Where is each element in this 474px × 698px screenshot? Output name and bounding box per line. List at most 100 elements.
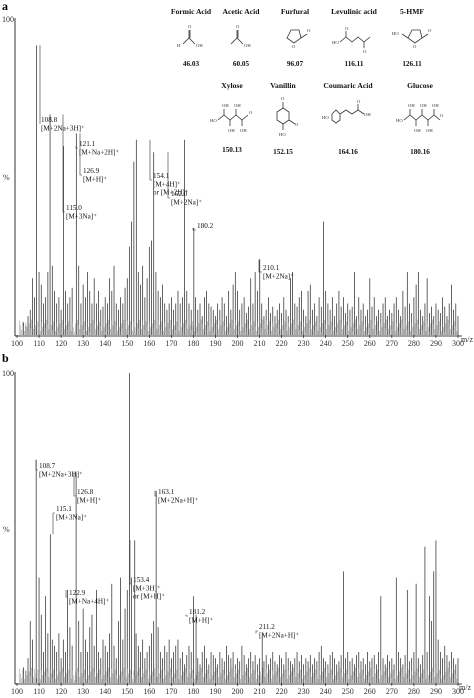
annotation-mz-b: 211.2 [259, 623, 275, 631]
x-tick-label-b: 200 [232, 687, 244, 696]
atom-label: O [292, 44, 296, 49]
x-unit-a: m/z [461, 335, 473, 344]
x-tick-label-a: 270 [386, 339, 398, 348]
x-tick-label-a: 130 [77, 339, 89, 348]
x-tick-label-b: 260 [364, 687, 376, 696]
atom-label: O [249, 110, 253, 115]
atom-label: O [188, 24, 192, 29]
atom-label: HO [322, 115, 329, 120]
panel-b: b 100 % 100 110 120 130 140 150 160 170 180 190 20… [2, 351, 471, 696]
atom-label: OH [222, 103, 229, 108]
atom-label: HO [210, 118, 217, 123]
annotation-mz-a: 210.1 [263, 264, 280, 272]
x-tick-label-a: 240 [320, 339, 332, 348]
annotation-ion-alt-a: or [M+2H]⁺ [153, 189, 189, 197]
atom-label: O [236, 24, 240, 29]
compound-name: Coumaric Acid [323, 81, 373, 90]
atom-label: OH [420, 103, 427, 108]
annotation-mz-a: 126.9 [83, 167, 100, 175]
annotation-leader-a [75, 146, 78, 149]
compound-mass: 60.05 [233, 60, 250, 68]
x-tick-label-b: 290 [430, 687, 442, 696]
annotation-leader-a [149, 139, 152, 181]
atom-label: H [177, 43, 181, 48]
compound-name: Glucose [407, 81, 433, 90]
compound-mass: 96.07 [287, 60, 304, 68]
atom-label: O [413, 44, 417, 49]
atom-label: O [345, 26, 349, 31]
peak-group-b [19, 373, 459, 683]
annotation-mz-a: 154.1 [153, 172, 170, 180]
compound-vanillin: Vanillin O HO O 152.15 [270, 81, 299, 156]
coumaric-structure-icon: HO O OH [322, 99, 371, 124]
x-unit-b: m/z [459, 683, 471, 692]
y-tick-mid-a: % [3, 173, 10, 182]
atom-label: OH [196, 43, 203, 48]
x-tick-label-a: 260 [364, 339, 376, 348]
annotation-ion-b: [M+3Na]⁺ [56, 514, 87, 522]
x-tick-label-a: 120 [55, 339, 67, 348]
atom-label: HO [279, 132, 286, 137]
annotation-leader-b [73, 472, 76, 497]
annotation-mz-b: 108.7 [39, 462, 56, 470]
atom-label: OH [240, 128, 247, 133]
annotation-mz-b: 122.9 [69, 589, 86, 597]
annotation-leader-b [255, 630, 258, 634]
compound-acetic: Acetic Acid O OH 60.05 [223, 7, 261, 68]
annotation-leader-a [62, 114, 65, 213]
atom-label: O [428, 28, 432, 33]
annotation-ion-a: [M+4H]⁺ [153, 181, 181, 189]
annotation-leader-a [258, 259, 262, 273]
vanillin-structure-icon: O HO O [276, 96, 299, 137]
annotation-mz-a: 108.8 [41, 116, 58, 124]
x-tick-label-a: 200 [232, 339, 244, 348]
atom-label: O [307, 28, 311, 33]
atom-label: OH [414, 128, 421, 133]
x-tick-label-a: 220 [276, 339, 288, 348]
x-tick-label-a: 210 [254, 339, 266, 348]
compound-name: Acetic Acid [223, 7, 261, 16]
annotation-group-a: 108.8[M+2Na+3H]⁺115.0[M+3Na]⁺121.1[M+Na+… [39, 45, 294, 281]
annotation-mz-a: 115.0 [66, 204, 82, 212]
x-tick-label-b: 150 [121, 687, 133, 696]
compound-hmf: 5-HMF HO O O 126.11 [392, 7, 432, 68]
formic-structure-icon: OH OH [177, 24, 203, 48]
annotation-ion-b: [M+3H]⁺ [133, 585, 161, 593]
compound-mass: 152.15 [273, 148, 293, 156]
annotation-ion-b: [M+H]⁺ [189, 617, 213, 625]
annotation-mz-a: 121.1 [79, 140, 96, 148]
compound-mass: 150.13 [222, 146, 242, 154]
annotation-leader-a [192, 227, 196, 231]
annotation-leader-b [35, 459, 38, 471]
annotation-ion-a: [M+2Na]⁺ [171, 199, 202, 207]
annotation-ion-alt-b: or [M+H]⁺ [133, 593, 165, 601]
atom-label: OH [432, 103, 439, 108]
compound-mass: 164.16 [338, 148, 358, 156]
compound-coumaric: Coumaric Acid HO O OH 164.16 [322, 81, 373, 156]
compound-name: Formic Acid [171, 7, 212, 16]
annotation-ion-b: [M+2Na+H]⁺ [259, 632, 299, 640]
y-tick-mid-b: % [3, 525, 10, 534]
panel-a: a 100 % 100 110 120 130 140 150 160 170 180 190 20… [2, 0, 473, 348]
x-tick-label-b: 190 [209, 687, 221, 696]
atom-label: O [440, 113, 444, 118]
annotation-ion-a: [M+H]⁺ [83, 176, 107, 184]
annotation-mz-a: 162.0 [171, 190, 188, 198]
atom-label: OH [234, 103, 241, 108]
x-tick-label-a: 290 [430, 339, 442, 348]
x-tick-label-a: 230 [298, 339, 310, 348]
x-tick-label-a: 160 [143, 339, 155, 348]
atom-label: OH [364, 112, 371, 117]
atom-label: HO [396, 118, 403, 123]
x-tick-label-a: 190 [209, 339, 221, 348]
annotation-ion-a: [M+2Na]⁺ [263, 273, 294, 281]
x-tick-label-b: 160 [143, 687, 155, 696]
compound-name: Vanillin [270, 81, 296, 90]
atom-label: O [295, 122, 299, 127]
x-tick-label-a: 280 [408, 339, 420, 348]
annotation-ion-a: [M+3Na]⁺ [66, 213, 97, 221]
annotation-mz-b: 163.1 [158, 488, 175, 496]
